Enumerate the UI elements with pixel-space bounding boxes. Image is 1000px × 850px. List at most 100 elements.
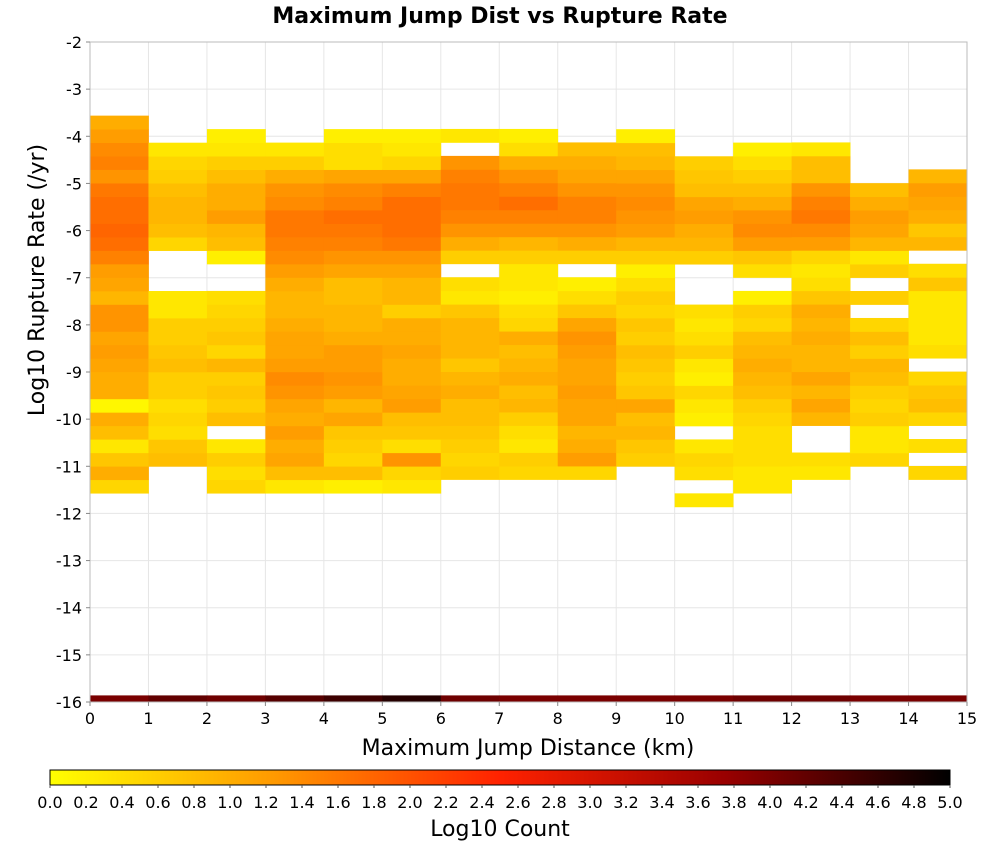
heatmap-cell <box>674 452 734 467</box>
heatmap-cell <box>148 358 208 373</box>
heatmap-cell <box>382 425 442 440</box>
colorbar-tick-label: 3.0 <box>577 793 602 812</box>
heatmap-cell <box>323 277 383 292</box>
heatmap-cell <box>323 236 383 251</box>
heatmap-cell <box>733 142 792 157</box>
x-axis-label: Maximum Jump Distance (km) <box>362 736 695 761</box>
heatmap-cell <box>733 331 792 346</box>
heatmap-cell <box>499 304 559 319</box>
heatmap-cell <box>616 695 676 702</box>
heatmap-cell <box>908 317 968 332</box>
colorbar-label: Log10 Count <box>430 817 570 842</box>
heatmap-cell <box>499 452 559 467</box>
x-tick-label: 11 <box>723 709 743 728</box>
heatmap-cell <box>382 169 442 184</box>
chart-title: Maximum Jump Dist vs Rupture Rate <box>272 4 727 29</box>
heatmap-cell <box>616 317 676 332</box>
heatmap-cell <box>206 331 266 346</box>
heatmap-cell <box>90 277 149 292</box>
x-tick-label: 5 <box>377 709 387 728</box>
heatmap-cell <box>616 412 676 427</box>
heatmap-cell <box>499 209 559 224</box>
heatmap-cell <box>206 371 266 386</box>
heatmap-cell <box>557 439 617 453</box>
heatmap-cell <box>733 695 792 702</box>
heatmap-cell <box>265 412 325 427</box>
heatmap-cell <box>499 196 559 211</box>
heatmap-cell <box>733 210 792 224</box>
x-tick-label: 7 <box>494 709 504 728</box>
heatmap-cell <box>908 182 968 197</box>
y-tick-label: -3 <box>66 80 82 99</box>
heatmap-cell <box>616 196 676 211</box>
heatmap-cell <box>616 183 676 198</box>
x-tick-label: 14 <box>898 709 918 728</box>
heatmap-cell <box>265 371 325 386</box>
y-tick-label: -4 <box>66 127 82 146</box>
colorbar-tick-label: 0.0 <box>37 793 62 812</box>
heatmap-cell <box>265 263 325 278</box>
colorbar-tick-label: 3.2 <box>613 793 638 812</box>
heatmap-cell <box>791 344 851 359</box>
heatmap-cell <box>382 250 442 265</box>
heatmap-cell <box>206 142 266 157</box>
heatmap-cell <box>499 331 559 346</box>
heatmap-cell <box>323 439 383 454</box>
heatmap-cell <box>323 169 383 184</box>
y-axis-ticks: -2 -3 -4 -5 -6 -7 -8 -9 -10 -11 -12 -13 -14 -15 -16 <box>56 33 90 712</box>
heatmap-cell <box>791 209 851 224</box>
x-tick-label: 13 <box>840 709 860 728</box>
heatmap-cell <box>499 317 559 332</box>
heatmap-cell <box>206 695 266 702</box>
y-tick-label: -12 <box>56 504 82 523</box>
heatmap-cell <box>148 331 208 346</box>
heatmap-cell <box>557 236 617 251</box>
heatmap-cell <box>440 236 500 251</box>
y-tick-label: -8 <box>66 316 82 335</box>
heatmap-cell <box>440 317 500 332</box>
heatmap-cell <box>557 466 617 480</box>
heatmap-cell <box>674 183 734 198</box>
heatmap-cell <box>148 439 208 454</box>
heatmap-cell <box>90 196 149 211</box>
heatmap-cell <box>440 331 500 346</box>
heatmap-cell <box>440 695 500 702</box>
heatmap-cell <box>733 385 792 400</box>
heatmap-cell <box>323 452 383 467</box>
heatmap-cell <box>733 223 792 238</box>
heatmap-cell <box>206 223 266 238</box>
heatmap-cell <box>850 237 909 251</box>
heatmap-cell <box>499 398 559 413</box>
heatmap-cell <box>440 452 500 467</box>
heatmap-cell <box>674 156 734 171</box>
heatmap-cell <box>90 439 149 454</box>
heatmap-cell <box>440 223 500 238</box>
heatmap-cell <box>206 412 266 427</box>
heatmap-cell <box>791 398 851 413</box>
heatmap-cell <box>850 291 909 305</box>
heatmap-cell <box>440 290 500 305</box>
y-tick-label: -9 <box>66 363 82 382</box>
heatmap-cell <box>382 452 442 467</box>
heatmap-cell <box>499 182 559 197</box>
heatmap-cell <box>850 412 909 427</box>
x-tick-label: 1 <box>143 709 153 728</box>
heatmap-cell <box>323 142 383 157</box>
heatmap-cell <box>908 169 968 184</box>
heatmap-cell <box>323 371 383 386</box>
x-tick-label: 4 <box>319 709 329 728</box>
heatmap-cell <box>557 371 617 386</box>
heatmap-cell <box>733 439 792 454</box>
heatmap-cell <box>616 277 676 292</box>
heatmap-cell <box>850 183 909 198</box>
heatmap-cell <box>674 439 734 454</box>
colorbar-tick-label: 1.6 <box>325 793 350 812</box>
heatmap-cell <box>382 331 442 346</box>
heatmap-cell <box>382 277 442 292</box>
heatmap-cell <box>557 277 617 292</box>
y-tick-label: -13 <box>56 552 82 571</box>
heatmap-cell <box>90 412 149 427</box>
y-tick-label: -15 <box>56 646 82 665</box>
heatmap-cell <box>850 196 909 211</box>
